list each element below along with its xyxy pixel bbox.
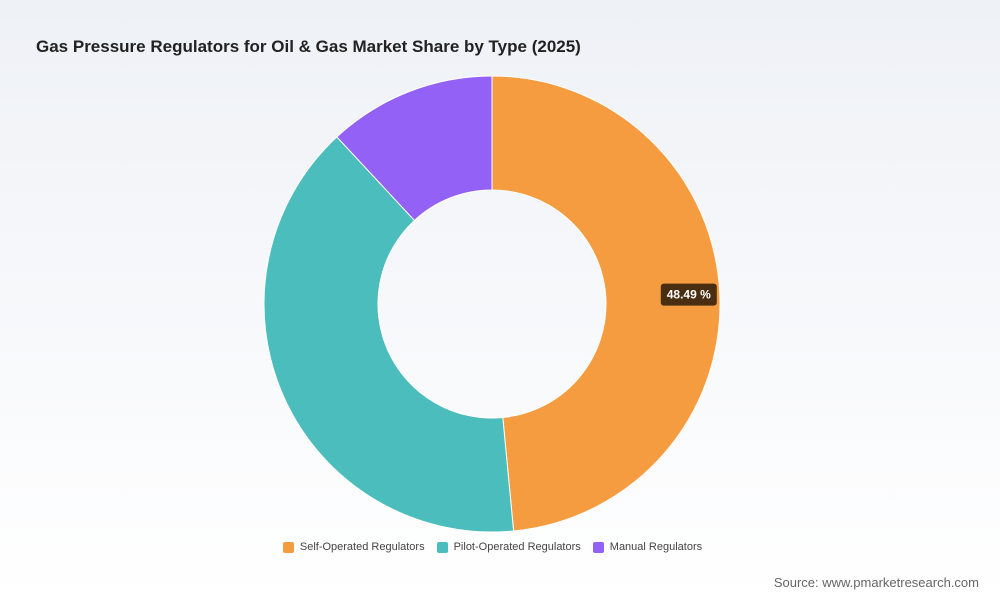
legend-item-pilot-operated[interactable]: Pilot-Operated Regulators — [436, 541, 581, 553]
chart-title: Gas Pressure Regulators for Oil & Gas Ma… — [36, 37, 581, 56]
legend-swatch-pilot-operated — [436, 541, 448, 553]
data-label-self-operated: 48.49 % — [660, 283, 717, 306]
legend-swatch-manual — [592, 541, 604, 553]
slice-manual[interactable] — [336, 75, 493, 222]
data-label-bg — [660, 283, 717, 306]
legend-label-pilot-operated: Pilot-Operated Regulators — [453, 541, 581, 553]
legend-item-self-operated[interactable]: Self-Operated Regulators — [282, 541, 425, 553]
legend-label-manual: Manual Regulators — [609, 541, 703, 553]
legend-item-manual[interactable]: Manual Regulators — [592, 541, 703, 553]
data-label-text: 48.49 % — [667, 288, 711, 302]
legend-swatch-self-operated — [282, 541, 294, 553]
slice-self-operated[interactable] — [491, 75, 721, 532]
chart-legend: Self-Operated Regulators Pilot-Operated … — [0, 541, 985, 553]
slice-pilot-operated[interactable] — [263, 136, 515, 533]
source-note: Source: www.pmarketresearch.com — [773, 575, 979, 590]
legend-label-self-operated: Self-Operated Regulators — [299, 541, 425, 553]
